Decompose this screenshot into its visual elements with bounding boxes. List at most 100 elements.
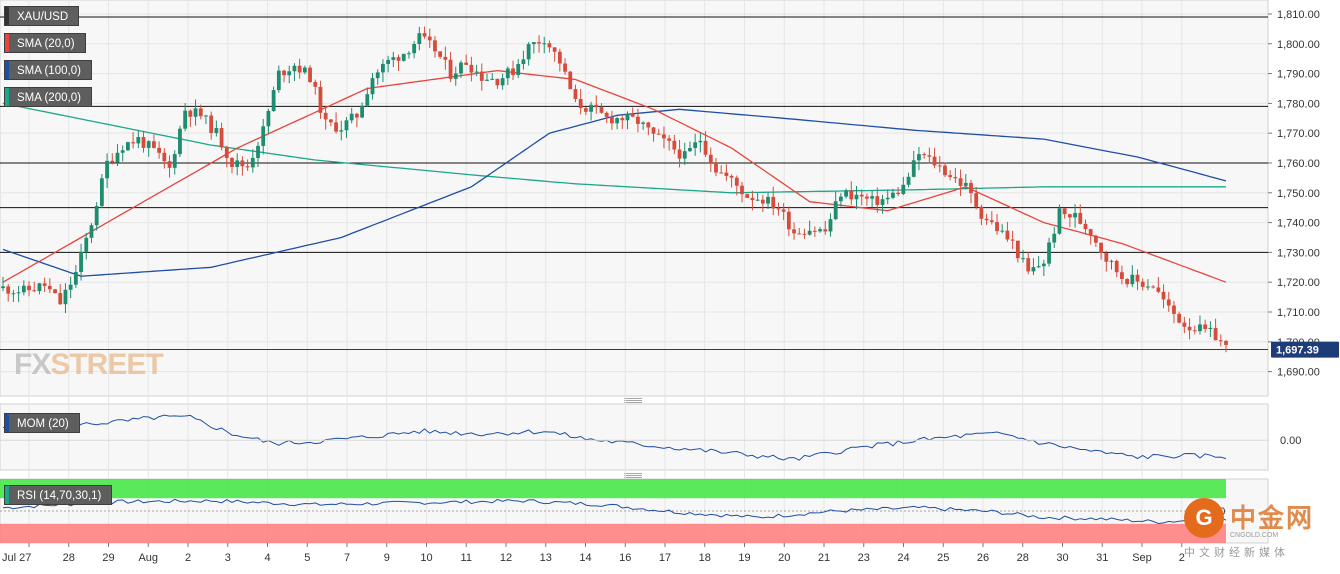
candle: [1192, 325, 1197, 335]
candle-body: [162, 152, 167, 162]
candle: [625, 111, 630, 130]
candle: [21, 280, 26, 296]
candle: [672, 134, 677, 155]
candle-body: [677, 149, 682, 159]
pane-resize-handle[interactable]: [624, 398, 642, 403]
candle-body: [880, 199, 885, 205]
candle-body: [823, 229, 828, 232]
rsi-line: [2, 498, 1227, 525]
candle-body: [224, 147, 229, 158]
candle: [1057, 204, 1062, 235]
candle-body: [849, 190, 854, 200]
candle-body: [1213, 327, 1218, 341]
candle-body: [1161, 291, 1166, 300]
candle: [276, 65, 281, 93]
candle-body: [750, 197, 755, 201]
candle-body: [1224, 340, 1228, 345]
candle-body: [245, 166, 250, 168]
candle: [84, 232, 89, 260]
candle-body: [599, 107, 604, 113]
candle-body: [1026, 258, 1031, 272]
candle-body: [729, 175, 734, 178]
sma100-line: [2, 108, 1227, 277]
candle-body: [662, 134, 666, 139]
candle: [1078, 204, 1083, 225]
candle-body: [911, 160, 916, 177]
candle: [771, 186, 776, 216]
candle-body: [557, 51, 562, 64]
time-tick-label: 29: [102, 552, 114, 564]
candle-body: [1146, 286, 1150, 288]
legend-color-swatch: [5, 61, 9, 79]
candle-body: [474, 71, 479, 73]
candle-body: [896, 192, 901, 195]
candle-body: [453, 73, 458, 79]
candle: [995, 213, 999, 235]
rsi-oversold-zone: [0, 523, 1226, 543]
candle-body: [656, 133, 661, 135]
candle: [250, 149, 255, 173]
candle-body: [266, 110, 271, 127]
candle-body: [932, 156, 937, 166]
candle: [755, 192, 760, 202]
candle: [27, 281, 31, 297]
candle: [245, 159, 250, 171]
candle: [677, 139, 682, 168]
candle: [786, 206, 791, 237]
cngold-watermark: G 中金网 CNGOLD.COM 中文财经新媒体: [1182, 492, 1332, 562]
time-tick-label: 17: [659, 552, 671, 564]
candle-body: [776, 208, 781, 210]
candle-body: [11, 293, 16, 295]
candle: [797, 227, 802, 235]
time-tick-label: Jul 27: [2, 552, 31, 564]
candle: [807, 220, 812, 236]
candle: [370, 72, 375, 100]
legend-sma100[interactable]: SMA (100,0): [4, 60, 92, 80]
legend-mom[interactable]: MOM (20): [4, 413, 80, 433]
candle-body: [609, 116, 614, 124]
price-tick-label: 1,770.00: [1277, 128, 1320, 140]
candle-body: [1140, 281, 1145, 287]
candle: [37, 282, 42, 295]
candle: [760, 194, 765, 213]
candle: [693, 133, 698, 156]
candle: [391, 51, 396, 68]
candle-body: [724, 172, 729, 176]
legend-sma20[interactable]: SMA (20,0): [4, 33, 86, 53]
candle-body: [927, 155, 932, 157]
last-price-badge: 1,697.39: [1271, 341, 1339, 358]
candle-body: [922, 154, 927, 156]
candle-body: [719, 172, 724, 174]
legend-xauusd[interactable]: XAU/USD: [4, 6, 80, 26]
candle-body: [391, 57, 396, 60]
pane-resize-handle[interactable]: [624, 473, 642, 478]
candle: [495, 78, 500, 89]
candle-body: [563, 63, 567, 72]
legend-rsi[interactable]: RSI (14,70,30,1): [4, 485, 113, 505]
candle: [1041, 259, 1046, 277]
mom-line: [2, 414, 1227, 461]
candle: [1073, 204, 1077, 228]
legend-sma200[interactable]: SMA (200,0): [4, 87, 92, 107]
candle: [745, 193, 750, 199]
candle-body: [1120, 272, 1124, 279]
candle: [131, 132, 136, 149]
candle-body: [115, 152, 120, 163]
time-tick-label: 30: [1056, 552, 1068, 564]
candle: [469, 56, 474, 82]
candle: [58, 284, 63, 306]
candle: [563, 58, 567, 75]
candle-body: [636, 116, 640, 124]
candle: [583, 106, 588, 115]
time-tick-label: 2: [185, 552, 191, 564]
candle-body: [615, 118, 620, 124]
candle: [1026, 251, 1031, 275]
candle: [526, 42, 531, 66]
candle-body: [943, 165, 947, 176]
candle-body: [1203, 324, 1208, 330]
candle-body: [1172, 305, 1176, 314]
candle-body: [479, 71, 484, 81]
candle-body: [667, 138, 672, 141]
candle-body: [178, 128, 182, 155]
